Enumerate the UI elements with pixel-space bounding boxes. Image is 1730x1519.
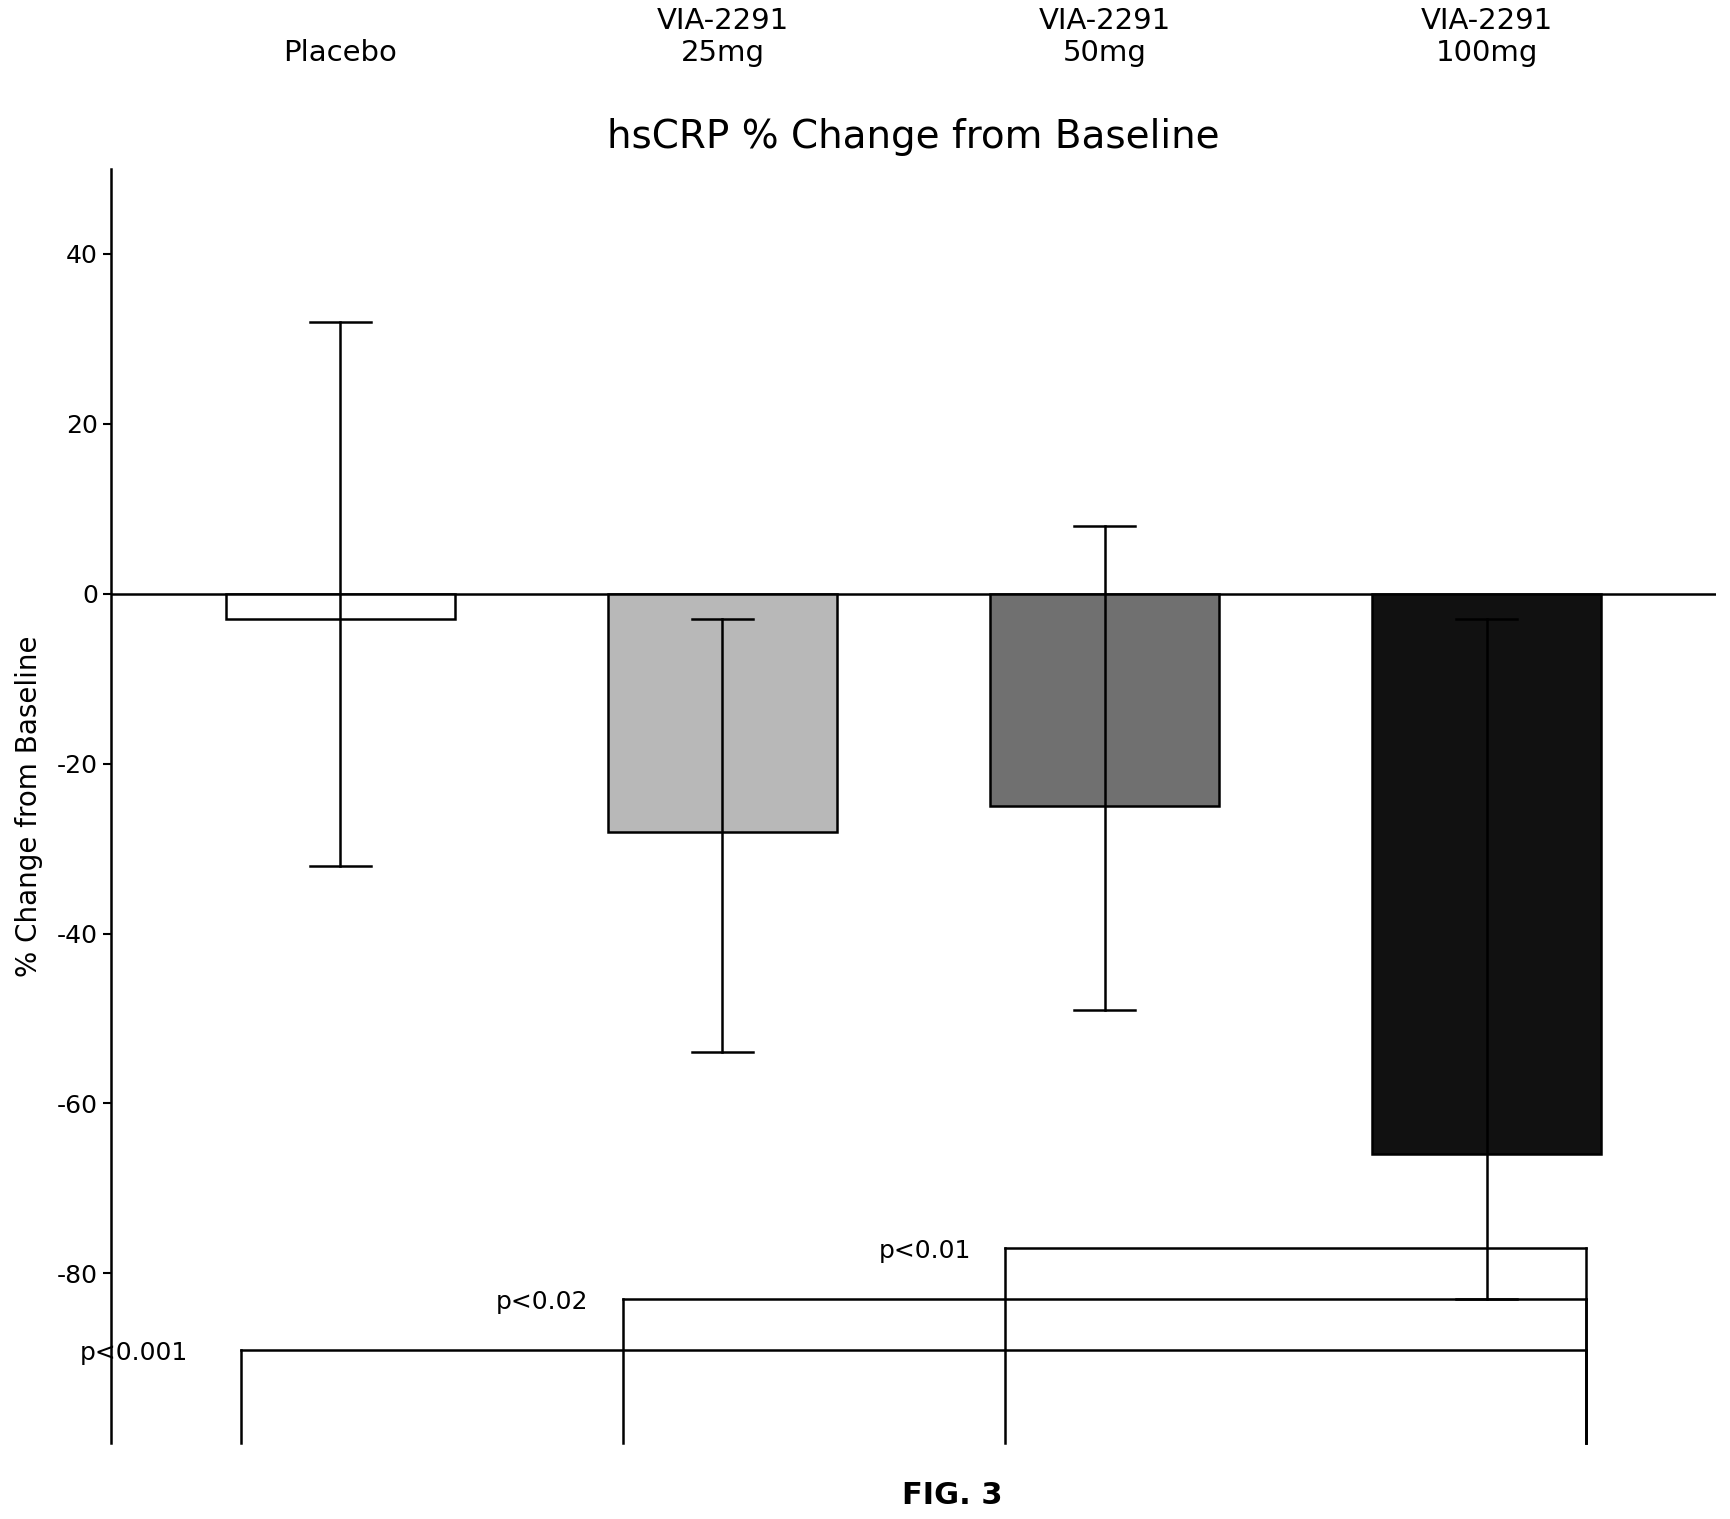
Text: VIA-2291
100mg: VIA-2291 100mg xyxy=(1420,6,1552,67)
Bar xyxy=(1372,594,1600,1154)
Text: Placebo: Placebo xyxy=(284,39,398,67)
Bar xyxy=(225,594,455,620)
Text: VIA-2291
50mg: VIA-2291 50mg xyxy=(1038,6,1169,67)
Bar xyxy=(990,594,1218,807)
Y-axis label: % Change from Baseline: % Change from Baseline xyxy=(16,635,43,977)
Text: p<0.02: p<0.02 xyxy=(497,1290,588,1314)
Bar xyxy=(607,594,837,831)
Text: VIA-2291
25mg: VIA-2291 25mg xyxy=(656,6,789,67)
Text: FIG. 3: FIG. 3 xyxy=(901,1481,1002,1510)
Text: p<0.01: p<0.01 xyxy=(879,1240,971,1264)
Title: hsCRP % Change from Baseline: hsCRP % Change from Baseline xyxy=(607,118,1220,156)
Text: p<0.001: p<0.001 xyxy=(80,1341,187,1366)
